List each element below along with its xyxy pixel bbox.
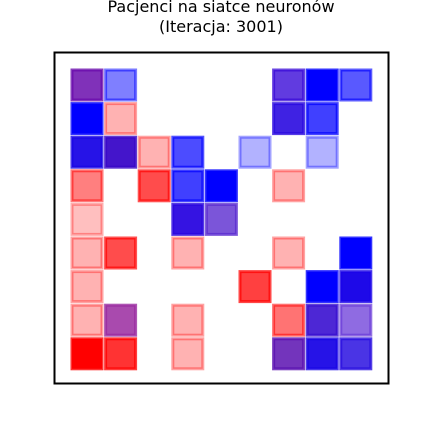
grid-cell-r0-c8 (341, 70, 371, 100)
grid-cell-r5-c8 (341, 238, 371, 268)
grid-cell-r5-c3 (173, 238, 203, 268)
grid-cell-r6-c8 (341, 272, 371, 302)
grid-cell-r4-c4 (206, 204, 236, 234)
grid-cell-r2-c0 (72, 137, 102, 167)
grid-cell-r3-c4 (206, 171, 236, 201)
grid-cell-r3-c6 (274, 171, 304, 201)
grid-cell-r3-c3 (173, 171, 203, 201)
grid-cell-r6-c5 (240, 272, 270, 302)
grid-cell-r8-c8 (341, 339, 371, 369)
grid-cell-r2-c1 (106, 137, 136, 167)
grid-cell-r7-c1 (106, 305, 136, 335)
grid-cell-r1-c7 (307, 104, 337, 134)
cells-layer (72, 70, 371, 369)
grid-cell-r5-c0 (72, 238, 102, 268)
grid-cell-r4-c3 (173, 204, 203, 234)
grid-cell-r7-c7 (307, 305, 337, 335)
grid-cell-r7-c0 (72, 305, 102, 335)
grid-cell-r1-c1 (106, 104, 136, 134)
grid-cell-r5-c6 (274, 238, 304, 268)
grid-cell-r0-c6 (274, 70, 304, 100)
grid-cell-r8-c7 (307, 339, 337, 369)
grid-cell-r0-c1 (106, 70, 136, 100)
grid-cell-r8-c0 (72, 339, 102, 369)
grid-cell-r3-c2 (139, 171, 169, 201)
grid-cell-r7-c8 (341, 305, 371, 335)
grid-cell-r1-c0 (72, 104, 102, 134)
grid-cell-r2-c5 (240, 137, 270, 167)
grid-cell-r4-c0 (72, 204, 102, 234)
grid-cell-r8-c6 (274, 339, 304, 369)
grid-cell-r7-c6 (274, 305, 304, 335)
grid-cell-r5-c1 (106, 238, 136, 268)
grid-cell-r2-c3 (173, 137, 203, 167)
grid-cell-r6-c0 (72, 272, 102, 302)
grid-cell-r2-c7 (307, 137, 337, 167)
grid-cell-r1-c6 (274, 104, 304, 134)
grid-cell-r8-c1 (106, 339, 136, 369)
grid-cell-r0-c7 (307, 70, 337, 100)
grid-cell-r8-c3 (173, 339, 203, 369)
grid-cell-r6-c7 (307, 272, 337, 302)
chart-title-line-2: (Iteracja: 3001) (159, 17, 283, 36)
grid-cell-r3-c0 (72, 171, 102, 201)
chart-title-line-1: Pacjenci na siatce neuronów (107, 0, 334, 16)
grid-cell-r7-c3 (173, 305, 203, 335)
grid-cell-r0-c0 (72, 70, 102, 100)
grid-cell-r2-c2 (139, 137, 169, 167)
